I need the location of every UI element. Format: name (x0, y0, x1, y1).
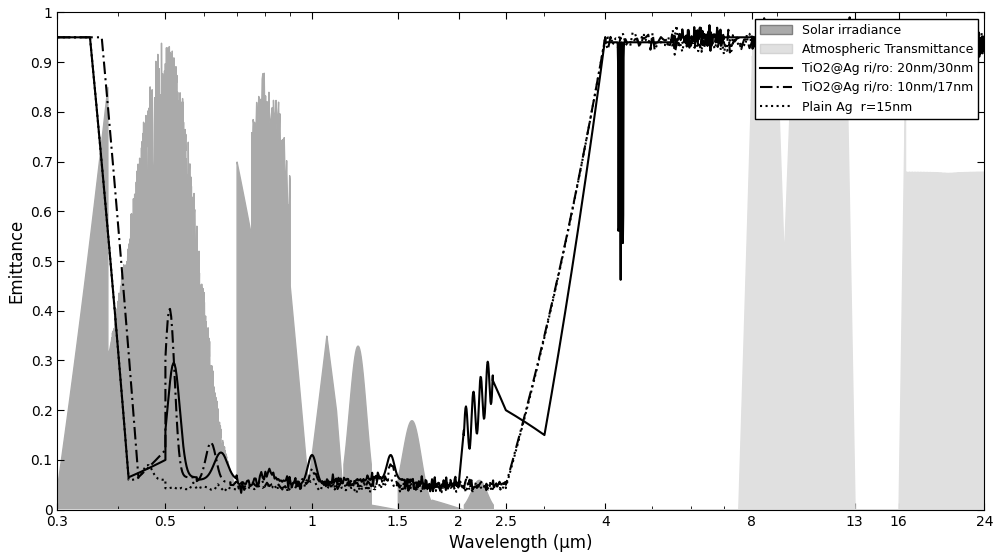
X-axis label: Wavelength (μm): Wavelength (μm) (449, 534, 593, 552)
Legend: Solar irradiance, Atmospheric Transmittance, TiO2@Ag ri/ro: 20nm/30nm, TiO2@Ag r: Solar irradiance, Atmospheric Transmitta… (755, 18, 978, 119)
Y-axis label: Emittance: Emittance (7, 219, 25, 303)
